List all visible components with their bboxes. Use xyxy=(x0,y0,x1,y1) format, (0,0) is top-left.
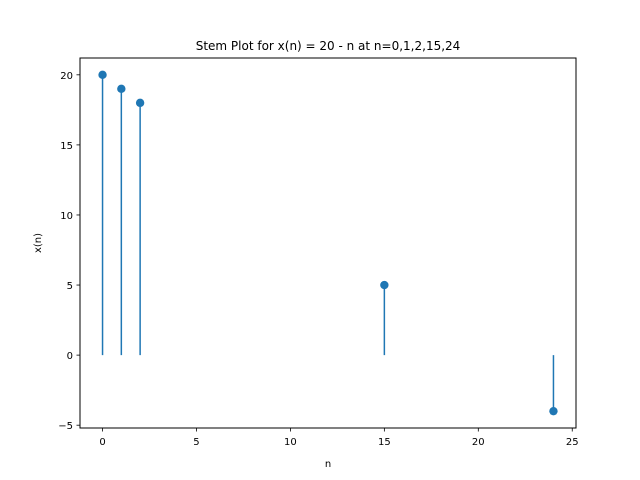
plot-content xyxy=(98,70,558,416)
x-tick-label: 5 xyxy=(193,437,199,448)
plot-frame xyxy=(79,57,577,429)
x-tick-label: 0 xyxy=(99,437,105,448)
x-tick-label: 10 xyxy=(284,437,297,448)
x-tick-label: 15 xyxy=(378,437,391,448)
stem-marker xyxy=(98,70,107,80)
chart-title: Stem Plot for x(n) = 20 - n at n=0,1,2,1… xyxy=(196,39,461,53)
x-tick-label: 25 xyxy=(566,437,579,448)
y-tick-label: 10 xyxy=(60,211,73,222)
y-axis-label: x(n) xyxy=(33,233,44,253)
x-axis: 0 5 10 15 20 25 xyxy=(99,428,579,448)
stem-marker xyxy=(549,406,558,416)
y-tick-label: 15 xyxy=(60,141,73,152)
stem-marker xyxy=(117,84,126,94)
y-tick-label: 0 xyxy=(67,351,73,362)
stem-marker xyxy=(380,280,389,290)
y-tick-label: 5 xyxy=(67,281,73,292)
y-tick-label: −5 xyxy=(58,421,73,432)
stem-marker xyxy=(135,98,145,108)
y-axis: −5 0 5 10 15 20 xyxy=(58,71,80,432)
x-axis-label: n xyxy=(325,459,331,470)
y-tick-label: 20 xyxy=(60,71,73,82)
x-tick-label: 20 xyxy=(472,437,485,448)
